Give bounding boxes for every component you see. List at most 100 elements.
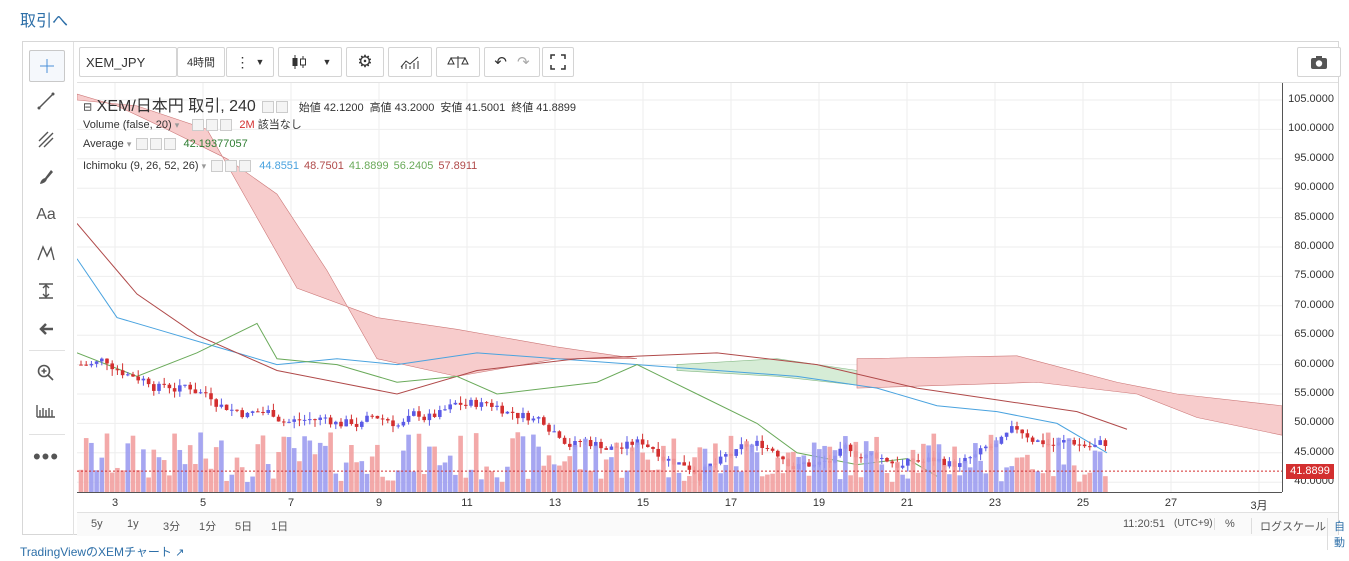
price-tick: 90.0000 xyxy=(1294,181,1334,194)
collapse-icon[interactable]: ⊟ xyxy=(83,101,93,114)
volume-bar xyxy=(900,474,905,492)
candle-body xyxy=(209,393,213,400)
volume-bar xyxy=(941,464,947,492)
volume-bar xyxy=(276,451,281,492)
measure-icon[interactable] xyxy=(29,276,63,306)
volume-bar xyxy=(936,444,942,492)
eye-icon[interactable] xyxy=(262,100,275,113)
price-chart[interactable]: ⊟ XEM/日本円 取引, 240 始値 42.1200 高値 43.2000 安値… xyxy=(76,83,1283,492)
candle-body xyxy=(271,409,276,417)
chevron-down-icon[interactable]: ▾ xyxy=(201,161,207,171)
brush-icon[interactable] xyxy=(29,162,63,192)
candle-body xyxy=(880,457,884,459)
zoom-icon[interactable] xyxy=(29,358,63,388)
candle-body xyxy=(708,463,712,467)
candle-body xyxy=(739,444,744,450)
undo-icon[interactable]: ↶ xyxy=(494,54,507,71)
candle-body xyxy=(776,450,780,457)
candle-body xyxy=(1036,440,1040,442)
time-axis[interactable]: 3 5 7 9 11 13 15 17 19 21 23 25 27 3月 xyxy=(77,492,1282,513)
volume-bar xyxy=(739,471,744,492)
candle-body xyxy=(422,416,426,421)
volume-bar xyxy=(1035,471,1041,492)
percent-toggle[interactable]: % xyxy=(1214,518,1235,530)
chevron-down-icon[interactable]: ▾ xyxy=(126,139,132,149)
candle-body xyxy=(214,399,218,407)
candle-body xyxy=(1072,439,1076,445)
chart-canvas[interactable] xyxy=(76,83,1283,492)
settings-icon[interactable] xyxy=(206,119,219,132)
compare-button[interactable] xyxy=(436,47,480,77)
range-button[interactable]: 1分 xyxy=(199,521,217,533)
candle-body xyxy=(115,369,120,371)
candle-body xyxy=(287,421,291,423)
average-value: 42.19377057 xyxy=(183,138,248,150)
candle-body xyxy=(188,384,192,390)
candle-body xyxy=(1093,444,1097,447)
candle-body xyxy=(344,419,348,427)
price-axis[interactable]: 105.0000 100.0000 95.0000 90.0000 85.0000 80.… xyxy=(1282,83,1340,492)
candle-body xyxy=(240,410,244,418)
symbol-input[interactable]: XEM_JPY xyxy=(79,47,177,77)
fullscreen-button[interactable] xyxy=(542,47,574,77)
range-button[interactable]: 5日 xyxy=(235,521,253,533)
volume-bar xyxy=(281,436,287,492)
volume-bar xyxy=(967,467,973,492)
text-tool-icon[interactable]: Aa xyxy=(36,206,56,223)
candle-body xyxy=(666,458,671,461)
settings-icon[interactable] xyxy=(276,100,289,113)
range-button[interactable]: 1y xyxy=(127,518,139,530)
eye-icon[interactable] xyxy=(136,138,149,151)
close-icon[interactable] xyxy=(239,160,252,173)
candle-body xyxy=(79,364,83,366)
volume-bar xyxy=(255,444,261,492)
candle-body xyxy=(755,440,759,446)
close-icon[interactable] xyxy=(220,119,233,132)
volume-bar xyxy=(640,452,645,492)
auto-scale-toggle[interactable]: 自動 xyxy=(1327,518,1345,550)
ruler-icon[interactable] xyxy=(29,396,63,426)
chart-type-button[interactable]: ▼ xyxy=(278,47,342,77)
legend-main: ⊟ XEM/日本円 取引, 240 始値 42.1200 高値 43.2000 安値… xyxy=(83,92,576,116)
snapshot-button[interactable] xyxy=(1297,47,1341,77)
range-button[interactable]: 1日 xyxy=(271,521,289,533)
settings-button[interactable]: ⚙ xyxy=(346,47,384,77)
pattern-icon[interactable] xyxy=(29,238,63,268)
candle-body xyxy=(302,419,307,421)
settings-icon[interactable] xyxy=(150,138,163,151)
close-icon[interactable] xyxy=(164,138,177,151)
volume-bar xyxy=(645,459,651,492)
crosshair-icon[interactable] xyxy=(29,50,65,82)
time-tick: 9 xyxy=(375,497,383,509)
redo-icon[interactable]: ↷ xyxy=(517,54,530,71)
trade-link[interactable]: 取引へ xyxy=(20,13,69,30)
volume-bar xyxy=(291,448,297,492)
settings-icon[interactable] xyxy=(225,160,238,173)
range-button[interactable]: 3分 xyxy=(163,521,181,533)
conversion-line xyxy=(76,258,1108,454)
volume-bar xyxy=(775,457,781,492)
remove-arrow-icon[interactable] xyxy=(29,314,63,344)
price-tick: 80.0000 xyxy=(1294,240,1334,252)
more-icon[interactable]: ••• xyxy=(32,444,60,469)
eye-icon[interactable] xyxy=(192,119,205,132)
range-button[interactable]: 5y xyxy=(91,518,103,530)
candle-body xyxy=(412,411,416,416)
trend-line-icon[interactable] xyxy=(29,86,63,116)
interval-menu-button[interactable]: ⋮ ▼ xyxy=(226,47,274,77)
volume-bar xyxy=(947,474,952,492)
volume-bar xyxy=(1009,466,1015,492)
candle-body xyxy=(552,431,556,433)
volume-bar xyxy=(1071,465,1077,492)
chevron-down-icon[interactable]: ▾ xyxy=(174,120,180,130)
pitchfork-icon[interactable] xyxy=(29,124,63,154)
log-scale-toggle[interactable]: ログスケール xyxy=(1251,518,1326,534)
volume-bar xyxy=(333,473,339,492)
volume-bar xyxy=(182,464,188,492)
timezone[interactable]: (UTC+9) xyxy=(1174,518,1213,529)
interval-button[interactable]: 4時間 xyxy=(177,47,225,77)
indicators-button[interactable] xyxy=(388,47,432,77)
volume-bar xyxy=(837,479,843,492)
eye-icon[interactable] xyxy=(211,160,224,173)
footer-link[interactable]: TradingViewのXEMチャート ↗ xyxy=(20,543,184,560)
